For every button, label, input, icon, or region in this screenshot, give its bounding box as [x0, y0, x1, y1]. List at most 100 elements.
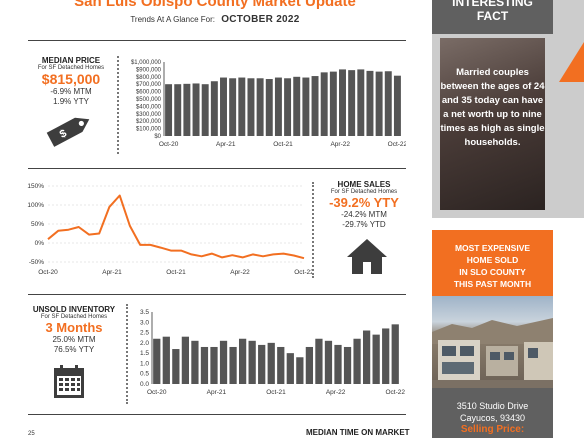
price-bar [311, 76, 319, 136]
price-x-label: Oct-22 [388, 141, 406, 148]
trends-label: Trends At A Glance For: [130, 15, 215, 24]
price-y-tick: $0 [154, 134, 161, 140]
inventory-y-tick: 0.5 [140, 371, 149, 378]
home-sales-mtm: -24.2% MTM [341, 210, 387, 219]
price-y-tick: $500,000 [136, 97, 162, 103]
price-bar [165, 84, 173, 136]
inventory-bar [191, 340, 199, 384]
price-y-tick: $300,000 [136, 112, 162, 118]
inventory-bar [210, 346, 218, 384]
inventory-bar [391, 324, 399, 384]
price-y-tick: $1,000,000 [131, 60, 162, 66]
fact-text: Married couples between the ages of 24 a… [440, 67, 545, 148]
inventory-x-label: Apr-21 [207, 389, 227, 396]
home-address-line-1: 3510 Studio Drive [456, 401, 529, 411]
trends-subtitle: Trends At A Glance For: OCTOBER 2022 [0, 14, 430, 25]
price-bar [265, 79, 273, 136]
price-bar [384, 71, 392, 136]
price-bar [247, 78, 255, 136]
price-bar [220, 77, 227, 136]
sales-x-label: Apr-21 [102, 269, 122, 276]
sales-x-label: Oct-22 [294, 269, 312, 276]
unsold-inventory-stats: UNSOLD INVENTORY For SF Detached Homes 3… [22, 305, 126, 355]
inventory-bar [296, 357, 304, 384]
inventory-x-label: Apr-22 [326, 389, 346, 396]
report-month: OCTOBER 2022 [221, 14, 300, 25]
sales-x-label: Oct-21 [166, 269, 186, 276]
section-divider-3 [28, 414, 406, 415]
price-bar [183, 83, 191, 136]
header-divider [28, 40, 406, 41]
inventory-x-label: Oct-20 [147, 389, 167, 396]
unsold-inventory-mtm: 25.0% MTM [52, 335, 96, 344]
price-bar [357, 69, 365, 136]
inventory-bar [181, 336, 190, 384]
sales-series-line [47, 194, 305, 260]
price-bar [174, 84, 182, 136]
price-x-label: Oct-20 [159, 141, 179, 148]
inventory-x-label: Oct-21 [266, 389, 286, 396]
home-sales-heading: HOME SALES [337, 180, 391, 189]
expensive-line-1: MOST EXPENSIVE [454, 243, 531, 253]
fact-panel: Married couples between the ages of 24 a… [432, 34, 553, 218]
sales-y-tick: 0% [35, 240, 45, 247]
home-sales-chart: 150% 100% 50% 0% -50% Oct-20 Apr-21 Oct-21 Apr-2… [27, 183, 312, 276]
inventory-bar [153, 338, 161, 384]
inventory-bar [229, 346, 237, 384]
house-icon [344, 236, 390, 281]
price-bar [293, 76, 301, 136]
page-title: San Luis Obispo County Market Update [74, 0, 356, 10]
median-price-heading: MEDIAN PRICE [41, 56, 101, 65]
inventory-bar [172, 349, 180, 384]
price-bar [192, 83, 200, 136]
price-bar [274, 77, 282, 136]
unsold-inventory-subheading: For SF Detached Homes [40, 314, 108, 320]
svg-text:$: $ [58, 127, 69, 140]
inventory-y-tick: 1.5 [140, 350, 149, 357]
expensive-line-3: IN SLO COUNTY [459, 267, 526, 277]
sales-y-tick: 150% [27, 183, 44, 190]
inventory-bar [219, 340, 228, 384]
price-bar [238, 77, 246, 136]
price-bar [256, 78, 264, 136]
median-price-value: $815,000 [41, 71, 101, 87]
inventory-bar [267, 342, 275, 384]
inventory-bar [238, 338, 247, 384]
price-bar [210, 81, 218, 136]
orange-corner-shape [559, 42, 584, 82]
unsold-inventory-heading: UNSOLD INVENTORY [32, 305, 116, 314]
inventory-bar [382, 328, 390, 384]
sales-x-label: Apr-22 [230, 269, 250, 276]
price-y-tick: $600,000 [136, 90, 162, 96]
inventory-y-tick: 1.0 [140, 360, 149, 367]
inventory-bar [372, 334, 380, 384]
price-y-tick: $700,000 [136, 82, 162, 88]
fact-photo: Married couples between the ages of 24 a… [440, 38, 545, 210]
inventory-y-tick: 3.0 [140, 319, 149, 326]
inventory-y-tick: 3.5 [140, 309, 149, 316]
expensive-line-2: HOME SOLD [466, 255, 519, 265]
price-x-label: Oct-21 [273, 141, 293, 148]
inventory-bar [162, 336, 170, 384]
sidebar-edge-gray [553, 0, 584, 218]
price-bar [339, 69, 346, 136]
inventory-bar [324, 340, 333, 384]
section-divider-1 [28, 168, 406, 169]
inventory-bar [248, 340, 256, 384]
inventory-x-label: Oct-22 [385, 389, 405, 396]
home-details: 3510 Studio Drive Cayucos, 93430 Selling… [432, 388, 553, 438]
median-price-stats: MEDIAN PRICE For SF Detached Homes $815,… [30, 56, 112, 107]
price-bar [329, 71, 337, 136]
inventory-y-tick: 2.5 [140, 330, 149, 337]
price-tag-icon: $ [40, 112, 98, 153]
inventory-bar [286, 353, 294, 384]
home-address-line-2: Cayucos, 93430 [459, 413, 526, 423]
unsold-inventory-value: 3 Months [45, 320, 103, 335]
inventory-bar [343, 346, 352, 384]
section3-divider [126, 304, 128, 404]
inventory-bar [353, 338, 361, 384]
inventory-bar [362, 330, 371, 384]
median-time-heading: MEDIAN TIME ON MARKET [306, 428, 410, 437]
unsold-inventory-ytd: 76.5% YTY [53, 345, 95, 354]
inventory-bar [258, 344, 266, 384]
